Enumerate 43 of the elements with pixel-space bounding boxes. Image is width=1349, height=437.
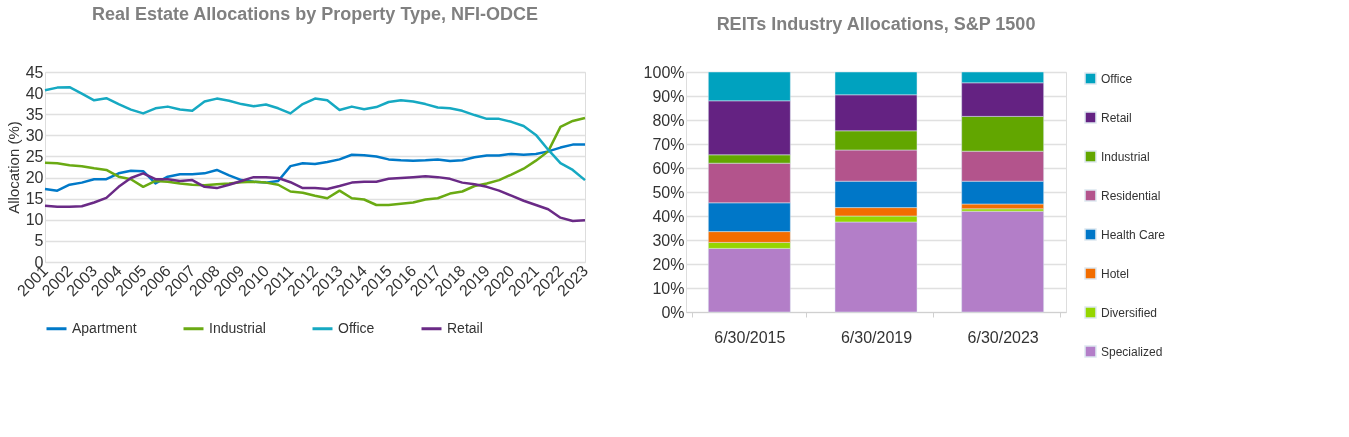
chart-title: Real Estate Allocations by Property Type, NFI-ODCE [91,4,539,24]
legend-label: Diversified [1101,305,1158,320]
y-tick-label: 35 [25,105,44,123]
y-tick-label: 0% [661,303,685,321]
legend-label: Retail [447,319,483,336]
line-series [43,85,587,182]
y-axis-title: Allocation (%) [4,121,22,214]
y-tick-label: 45 [25,63,44,81]
y-tick-label: 30% [652,231,685,249]
y-tick-label: 50% [652,183,685,201]
legend-label: Apartment [72,319,137,336]
chart-title: REITs Industry Allocations, S&P 1500 [716,14,1036,34]
legend-label: Hotel [1101,266,1130,281]
y-tick-label: 90% [652,87,685,105]
y-tick-label: 100% [643,63,685,81]
y-tick-label: 60% [652,159,685,177]
legend-label: Residential [1101,188,1161,203]
legend-label: Retail [1101,110,1132,125]
legend-label: Office [1101,71,1133,86]
y-tick-label: 20% [652,255,685,273]
y-tick-label: 25 [25,147,44,165]
y-tick-label: 5 [34,232,44,250]
legend-label: Industrial [1101,149,1150,164]
line-series [43,172,587,223]
y-tick-label: 80% [652,111,685,129]
y-tick-label: 40% [652,207,685,225]
bar [834,221,918,313]
y-tick-label: 40 [25,84,44,102]
legend-label: Specialized [1101,344,1163,359]
x-tick-label: 6/30/2023 [967,328,1039,346]
y-tick-label: 15 [25,190,44,208]
legend-label: Office [338,319,375,336]
legend-label: Health Care [1101,227,1166,242]
legend-label: Industrial [209,319,266,336]
y-tick-label: 10 [25,211,44,229]
bar [961,210,1044,313]
x-tick-label: 6/30/2019 [840,328,913,346]
y-tick-label: 10% [652,279,685,297]
y-tick-label: 70% [652,135,685,153]
y-tick-label: 30 [25,126,44,144]
line-series [43,116,587,207]
y-tick-label: 20 [25,169,44,187]
x-tick-label: 6/30/2015 [714,328,786,346]
